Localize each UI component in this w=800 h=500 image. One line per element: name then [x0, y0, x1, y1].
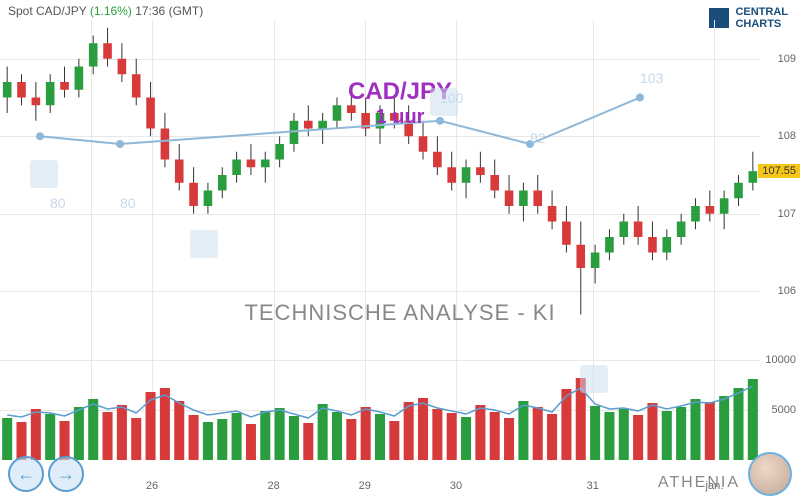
watermark-icon — [430, 88, 458, 116]
price-candlestick-chart[interactable] — [0, 20, 760, 330]
avatar-icon[interactable] — [748, 452, 792, 496]
nav-next-button[interactable]: → — [48, 456, 84, 492]
watermark-icon — [30, 160, 58, 188]
price-y-axis: 106107108109107.55 — [760, 20, 800, 330]
nav-prev-button[interactable]: ← — [8, 456, 44, 492]
arrow-left-icon: ← — [17, 464, 35, 485]
instrument-label: Spot CAD/JPY — [8, 4, 86, 18]
time-label: 17:36 — [135, 4, 165, 18]
logo-line1: CENTRAL — [735, 6, 788, 18]
watermark-icon — [580, 365, 608, 393]
pct-change: (1.16%) — [90, 4, 132, 18]
current-price-badge: 107.55 — [758, 164, 800, 178]
arrow-right-icon: → — [57, 464, 75, 485]
athenia-label: ATHENIA — [658, 474, 740, 492]
volume-y-axis: 500010000 — [760, 340, 800, 460]
tz-label: (GMT) — [169, 4, 204, 18]
arrow-icon — [190, 230, 218, 258]
chart-header: Spot CAD/JPY (1.16%) 17:36 (GMT) — [8, 4, 203, 18]
volume-bar-chart[interactable] — [0, 340, 760, 460]
x-axis: 2628293031jan. — [0, 480, 760, 494]
